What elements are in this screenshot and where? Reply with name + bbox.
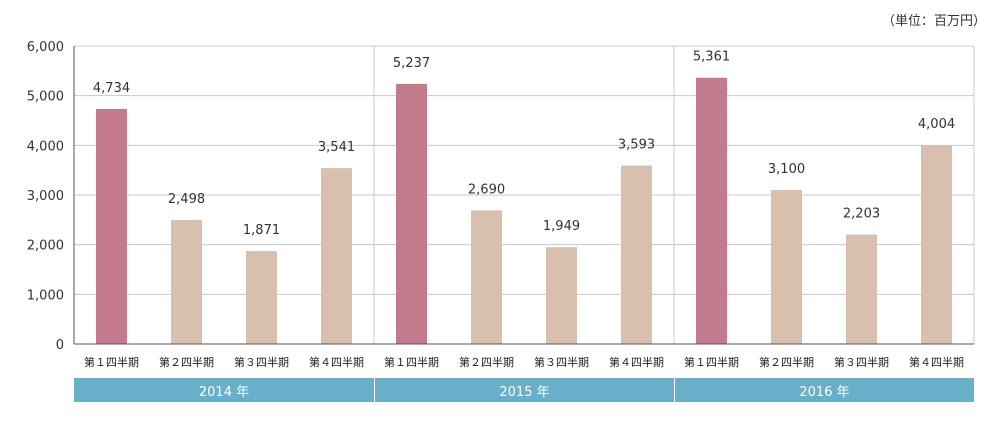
category-label: 第３四半期 — [534, 355, 589, 369]
bar — [96, 108, 127, 345]
year-band: 2014 年 2015 年 2016 年 — [74, 378, 974, 402]
y-tick-label: 1,000 — [27, 288, 64, 303]
y-tick-label: 0 — [56, 338, 64, 353]
value-label: 5,361 — [693, 50, 730, 65]
category-label: 第２四半期 — [459, 355, 514, 369]
bar — [396, 83, 427, 345]
value-label: 4,734 — [93, 81, 130, 96]
value-label: 5,237 — [393, 56, 430, 71]
value-label: 2,498 — [168, 192, 205, 207]
year-label: 2015 年 — [374, 378, 674, 402]
value-label: 3,100 — [768, 162, 805, 177]
value-label: 4,004 — [918, 117, 955, 132]
bar — [171, 219, 202, 344]
bar — [546, 247, 577, 344]
value-label: 1,949 — [543, 219, 580, 234]
bar — [771, 190, 802, 344]
category-label: 第２四半期 — [159, 355, 214, 369]
bar — [321, 168, 352, 344]
value-label: 2,203 — [843, 207, 880, 222]
value-label: 3,541 — [318, 140, 355, 155]
category-label: 第１四半期 — [384, 355, 439, 369]
y-tick-label: 5,000 — [27, 90, 64, 105]
category-label: 第３四半期 — [834, 355, 889, 369]
y-tick-label: 3,000 — [27, 189, 64, 204]
year-label: 2014 年 — [74, 378, 374, 402]
bar — [246, 251, 277, 344]
bar — [921, 145, 952, 344]
y-tick-label: 2,000 — [27, 239, 64, 254]
y-tick-label: 4,000 — [27, 139, 64, 154]
unit-label: （単位：百万円） — [881, 14, 986, 29]
value-label: 2,690 — [468, 182, 505, 197]
bar — [696, 77, 727, 344]
category-label: 第１四半期 — [684, 355, 739, 369]
year-label: 2016 年 — [674, 378, 974, 402]
category-label: 第４四半期 — [609, 355, 664, 369]
value-label: 1,871 — [243, 223, 280, 238]
bar — [846, 234, 877, 344]
value-label: 3,593 — [618, 138, 655, 153]
category-label: 第２四半期 — [759, 355, 814, 369]
bar — [471, 210, 502, 344]
category-label: 第１四半期 — [84, 355, 139, 369]
category-label: 第４四半期 — [909, 355, 964, 369]
y-tick-label: 6,000 — [27, 40, 64, 55]
category-label: 第４四半期 — [309, 355, 364, 369]
category-label: 第３四半期 — [234, 355, 289, 369]
bar — [621, 165, 652, 344]
